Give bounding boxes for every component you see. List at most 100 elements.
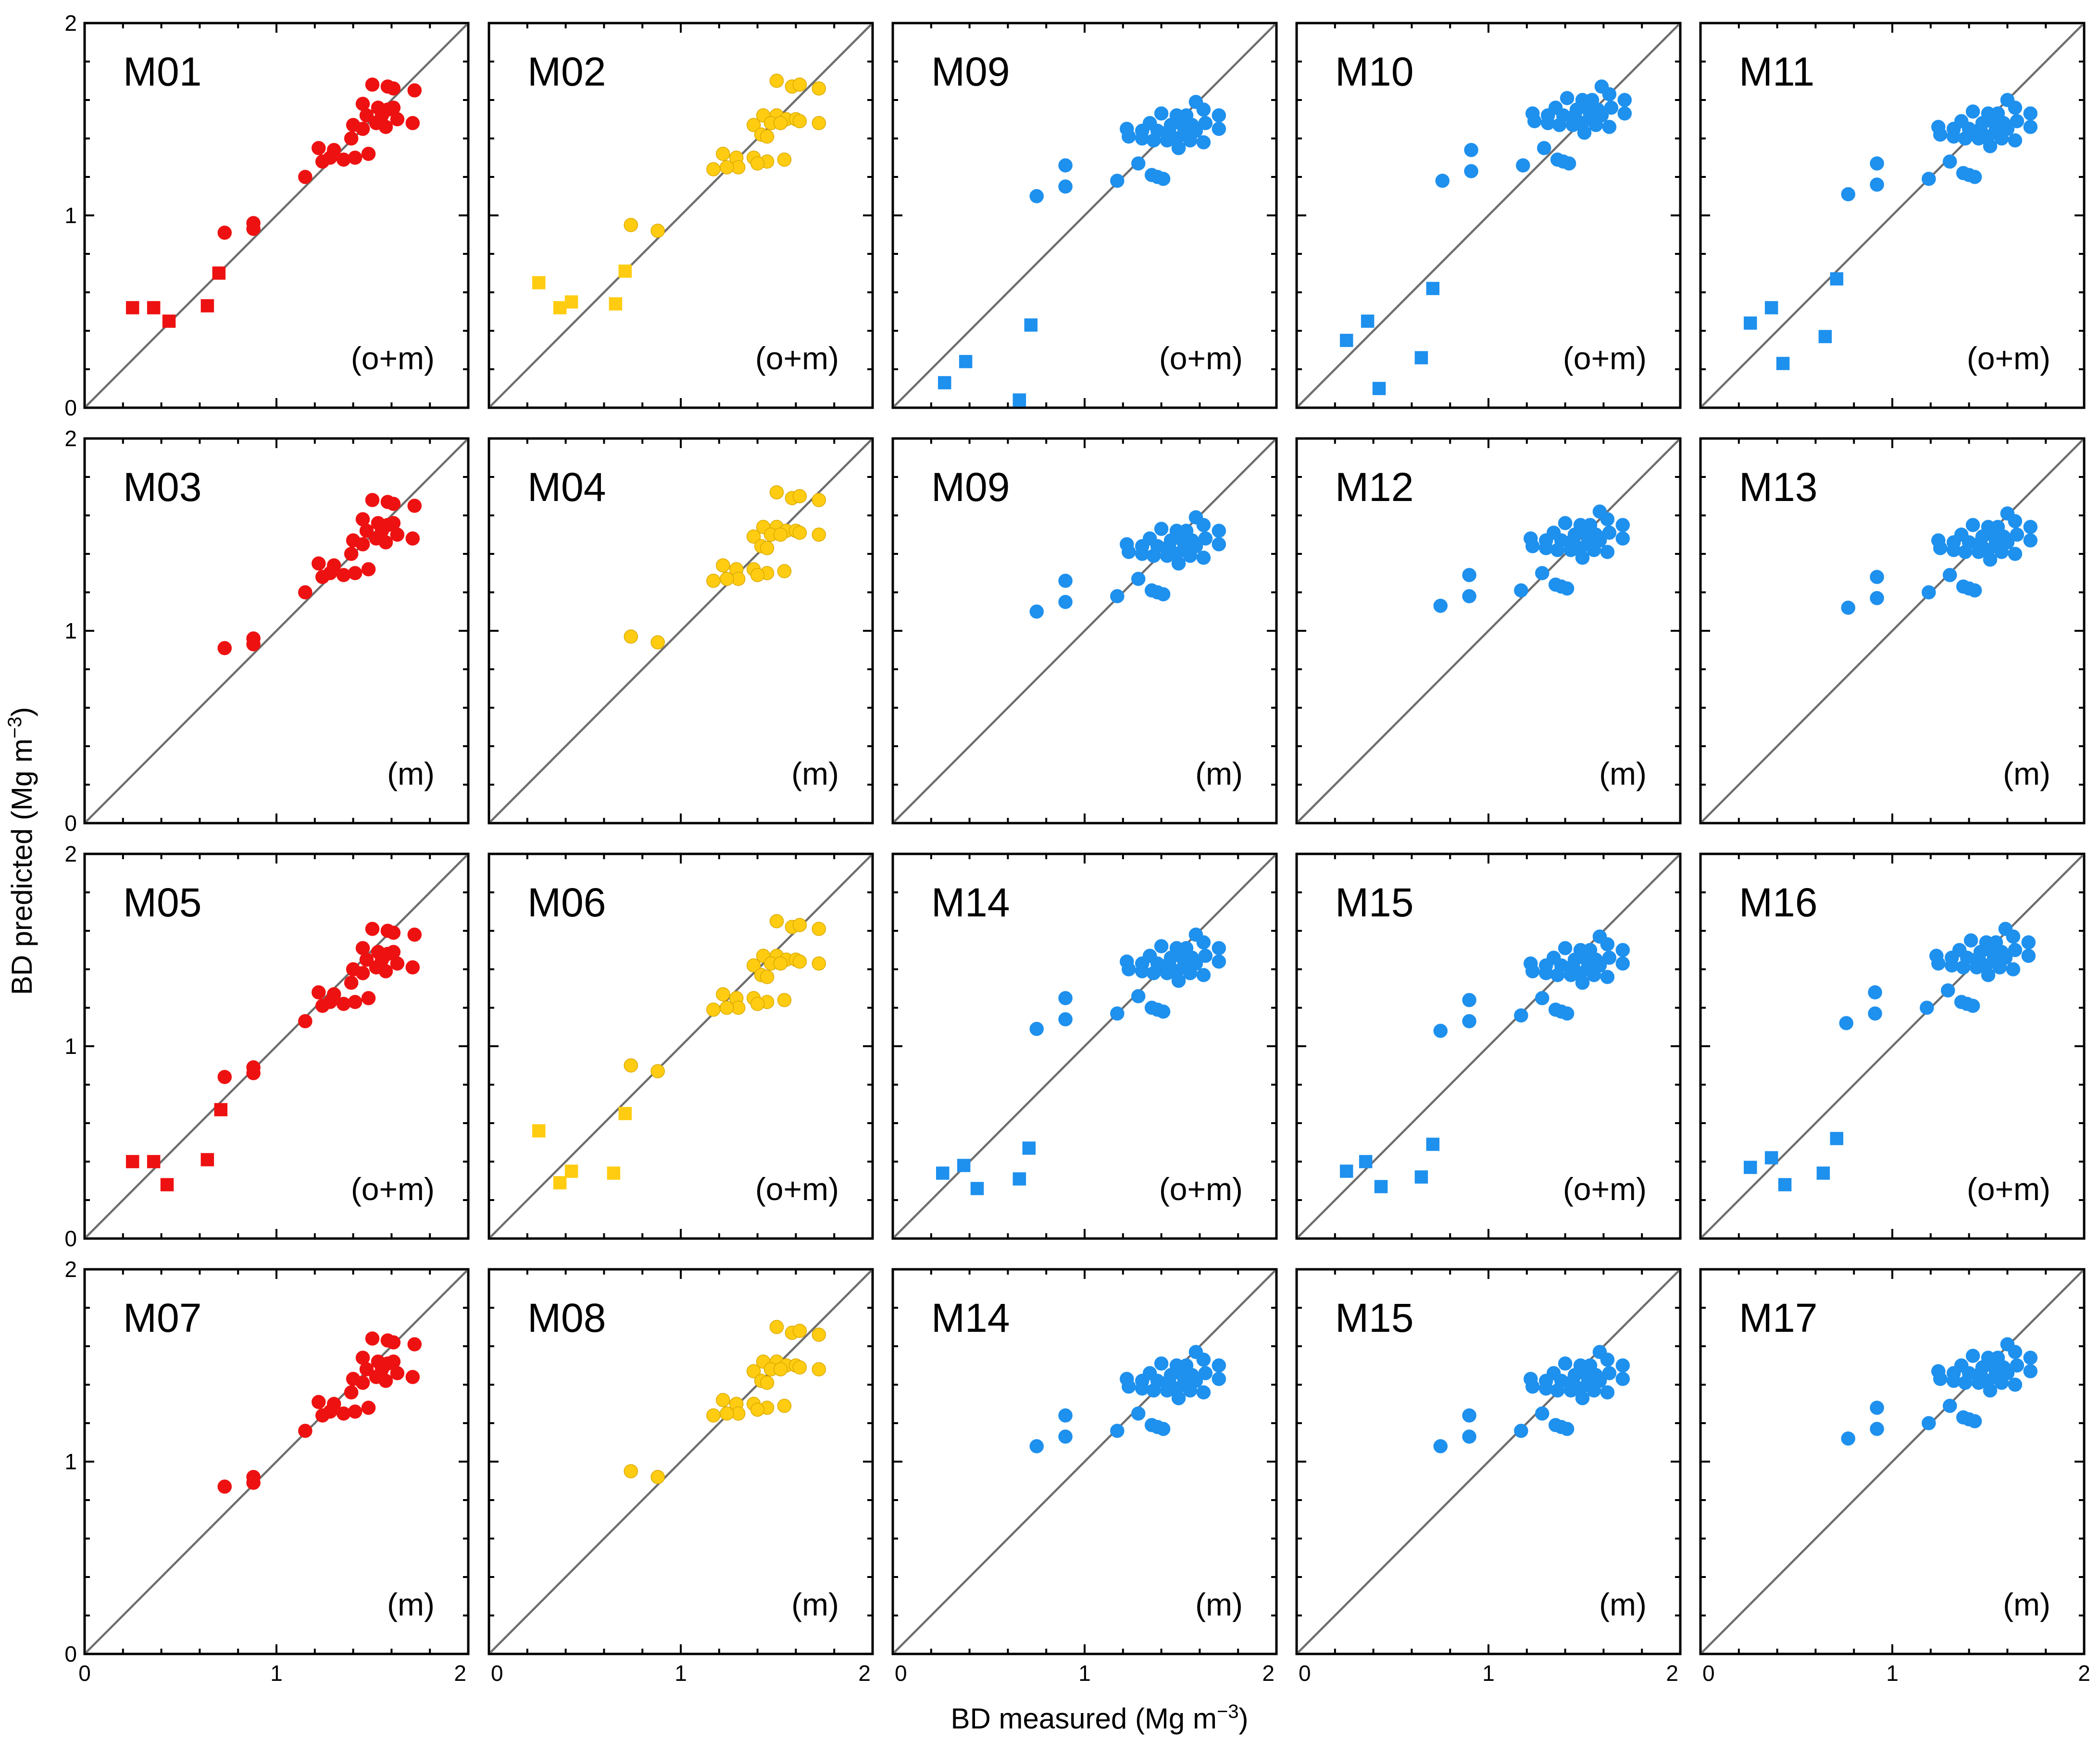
data-point-circle [1963,933,1978,948]
data-point-circle [1464,143,1478,157]
data-point-circle [348,150,362,165]
data-point-circle [1122,129,1136,144]
data-point-circle [1212,108,1226,123]
data-point-circle [312,1395,326,1409]
data-point-circle [1587,968,1601,982]
data-point-square [1414,1170,1428,1184]
data-point-circle [1198,1366,1213,1380]
data-point-circle [777,564,792,578]
data-point-circle [760,541,775,555]
data-point-circle [1146,133,1161,148]
data-point-circle [777,1399,792,1413]
panel-subset-label: (o+m) [1563,340,1647,376]
data-point-circle [390,112,405,126]
data-point-circle [750,997,765,1011]
panel-m13-2: M13 (m) [1699,437,2086,825]
data-point-circle [315,154,330,169]
data-point-circle [1992,960,2007,975]
data-point-circle [1156,172,1171,186]
data-point-circle [1615,1372,1630,1386]
data-point-circle [1212,537,1226,551]
x-tick-label: 0 [78,1661,91,1686]
panel-m15-4: 0 1 2 M15 (m) [1295,1268,1682,1686]
data-point-circle [1156,587,1171,601]
data-point-circle [773,1362,788,1377]
data-point-circle [769,1320,784,1334]
data-point-circle [1602,526,1617,540]
data-point-circle [2008,1377,2023,1392]
data-point-circle [348,566,362,580]
data-point-circle [716,1393,730,1407]
data-point-square [126,1155,139,1168]
data-point-square [147,301,161,314]
data-point-circle [1198,116,1213,130]
data-point-circle [716,987,730,1001]
data-point-circle [624,629,638,644]
data-point-circle [1600,545,1615,559]
data-point-square [938,376,951,389]
data-point-circle [650,1064,665,1078]
panel-m09-2: M09 (m) [891,437,1278,825]
panel-subset-label: (o+m) [1967,340,2050,376]
data-point-circle [1994,131,2009,146]
data-point-circle [405,1370,420,1384]
panel-subset-label: (o+m) [755,1171,839,1207]
x-tick-label: 1 [675,1661,687,1686]
one-to-one-line [84,22,469,409]
data-point-circle [1196,1385,1211,1400]
x-tick-label: 1 [1078,1661,1091,1686]
y-tick-label: 2 [64,11,77,36]
data-point-circle [1196,102,1211,117]
data-point-square [1816,1166,1830,1180]
data-point-circle [1922,1416,1936,1430]
data-point-square [1339,334,1353,347]
data-point-circle [407,499,422,513]
panel-subset-label: (o+m) [1159,1171,1243,1207]
data-point-circle [769,74,784,88]
data-point-circle [2023,1364,2038,1378]
data-point-circle [1029,604,1044,619]
data-point-circle [1600,1385,1615,1400]
data-point-circle [312,556,326,571]
one-to-one-line [1700,1268,2085,1655]
data-point-square [1414,351,1428,364]
data-point-circle [1171,974,1186,988]
data-point-square [1022,1141,1036,1155]
data-point-circle [344,547,359,561]
data-point-circle [315,1408,330,1423]
panel-m04-2: M04 (m) [488,437,874,825]
data-point-circle [750,1402,765,1417]
data-point-circle [359,108,374,123]
data-point-square [1426,1138,1440,1151]
panel-subset-label: (m) [1195,1587,1243,1622]
data-point-circle [1983,552,1998,567]
x-tick-label: 2 [454,1661,466,1686]
data-point-circle [1615,1358,1630,1373]
data-point-square [532,1124,546,1138]
data-point-circle [650,635,665,650]
data-point-square [1426,282,1440,295]
data-point-circle [1602,951,1617,965]
panel-title: M04 [527,464,606,510]
data-point-circle [1122,1379,1136,1394]
data-point-circle [378,120,393,134]
data-point-circle [361,1401,376,1415]
data-point-circle [1516,158,1530,173]
data-point-circle [1058,1408,1073,1423]
panel-title: M08 [527,1295,606,1340]
data-point-circle [1154,939,1169,953]
panel-m05-3: 0 1 2 M05 (o+m) [64,841,470,1251]
data-point-circle [1615,956,1630,971]
panel-m17-4: 0 1 2 M17 (m) [1699,1268,2090,1686]
data-point-circle [1958,1376,1973,1390]
panel-subset-label: (m) [1599,756,1647,791]
data-point-circle [2008,943,2023,957]
data-point-circle [1058,158,1073,173]
data-point-circle [365,1331,380,1346]
panel-title: M14 [931,1295,1010,1340]
data-point-square [618,1107,632,1120]
data-point-circle [1183,966,1198,980]
data-point-circle [1535,1406,1550,1421]
data-point-circle [298,585,312,600]
data-point-square [1830,1132,1844,1145]
